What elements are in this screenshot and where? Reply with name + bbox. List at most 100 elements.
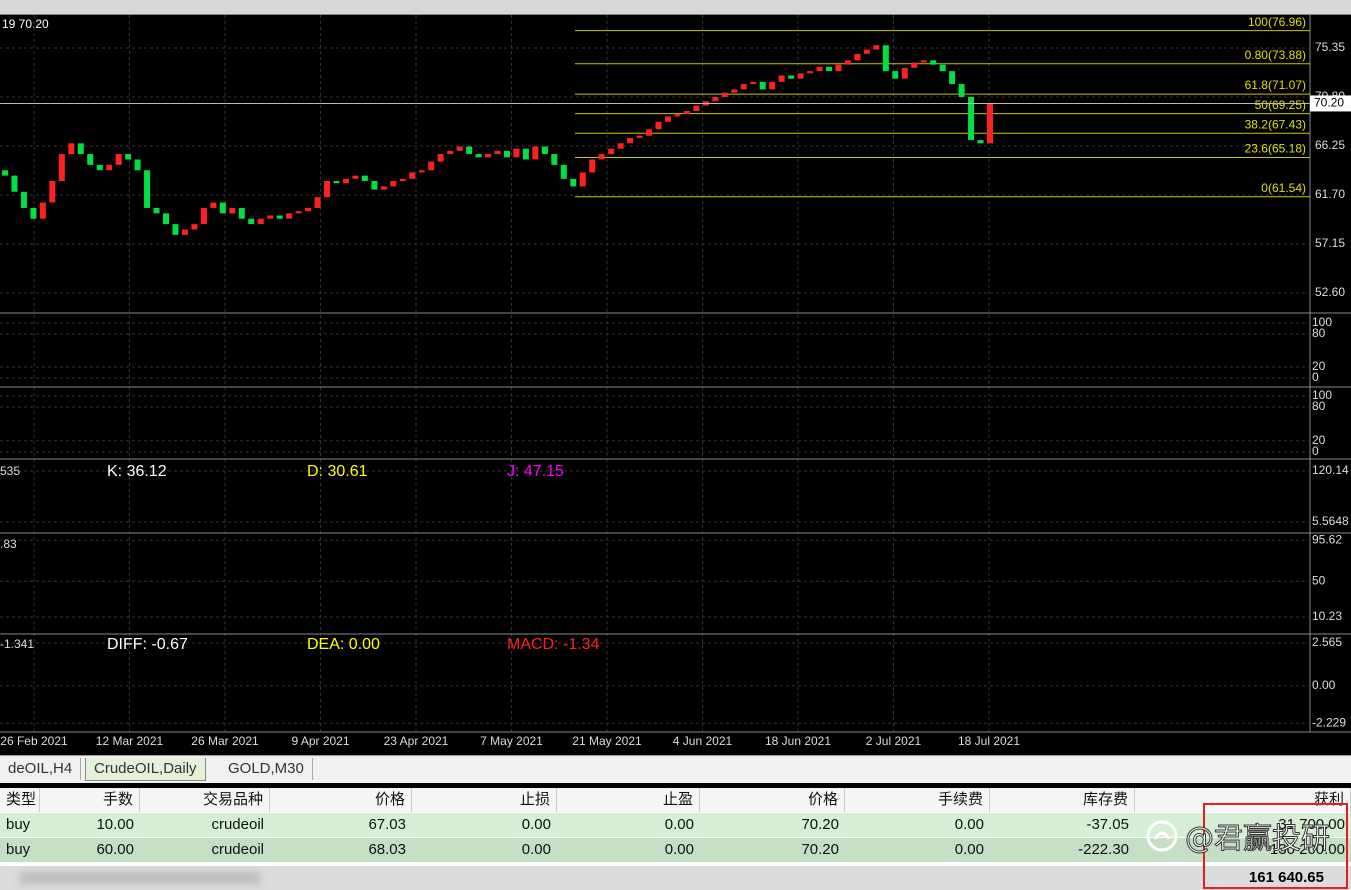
watermark-logo <box>1146 820 1178 852</box>
table-row[interactable]: buy 60.00 crudeoil 68.03 0.00 0.00 70.20 0.00 -2… <box>0 838 1351 862</box>
x-tick-label: 23 Apr 2021 <box>384 734 449 748</box>
candle <box>181 229 188 235</box>
candle <box>949 71 956 85</box>
candle <box>125 154 132 160</box>
candle <box>683 110 690 115</box>
candle <box>920 60 927 63</box>
candle <box>778 75 785 82</box>
candle <box>276 215 283 219</box>
candle <box>485 154 492 158</box>
candle <box>314 197 321 208</box>
candle <box>958 84 965 97</box>
table-cell: 0.00 <box>664 816 694 833</box>
candle <box>636 135 643 138</box>
balance-row: 161 640.65 <box>0 866 1351 890</box>
candle <box>911 62 918 68</box>
candle <box>825 66 832 72</box>
candle <box>238 207 245 219</box>
candle <box>968 96 975 141</box>
candle <box>20 191 27 208</box>
y-tick-label: 75.35 <box>1315 40 1345 54</box>
candle <box>248 218 255 225</box>
chart-tab[interactable]: CrudeOIL,Daily <box>85 758 206 781</box>
candle <box>447 150 454 155</box>
table-header: 类型 手数 交易品种 价格 止损 止盈 价格 手续费 库存费 获利 <box>0 788 1351 812</box>
candle <box>854 53 861 61</box>
y-tick-label: 10.23 <box>1312 609 1342 623</box>
x-tick-label: 2 Jul 2021 <box>866 734 922 748</box>
candle <box>200 207 207 225</box>
y-tick-label: 66.25 <box>1315 138 1345 152</box>
candle <box>58 154 65 182</box>
table-cell: 手续费 <box>845 788 990 812</box>
table-cell: 价格 <box>270 788 412 812</box>
candle <box>892 71 899 79</box>
chart-tab[interactable]: deOIL,H4 <box>0 758 82 780</box>
candle <box>873 45 880 50</box>
table-cell: buy <box>6 816 31 833</box>
candle <box>134 159 141 171</box>
blurred-text <box>20 872 260 884</box>
candle <box>229 207 236 214</box>
candle <box>674 114 681 117</box>
candle <box>977 140 984 144</box>
corner-text: 19 70.20 <box>2 17 49 31</box>
y-tick-label: -2.229 <box>1312 715 1346 729</box>
fib-label: 0.80(73.88) <box>1245 48 1306 62</box>
candle <box>532 146 539 160</box>
candle <box>788 75 795 79</box>
price-tag: 70.20 <box>1314 96 1344 110</box>
candle <box>11 175 18 192</box>
chart: 19 70.20 75.3570.8066.2561.7057.1552.602… <box>0 14 1351 749</box>
candle <box>2 170 8 176</box>
x-tick-label: 9 Apr 2021 <box>291 734 349 748</box>
candle <box>437 154 444 162</box>
candle <box>361 175 368 182</box>
candle <box>693 105 700 111</box>
candle <box>409 172 416 179</box>
highlight-box <box>1203 803 1348 889</box>
table-row[interactable]: buy 10.00 crudeoil 67.03 0.00 0.00 70.20 0.00 -3… <box>0 813 1351 837</box>
tab-bar: deOIL,H4 CrudeOIL,Daily GOLD,M30 <box>0 755 1351 783</box>
x-tick-label: 18 Jun 2021 <box>765 734 831 748</box>
table-cell: 70.20 <box>801 841 839 858</box>
candle <box>257 218 264 225</box>
candle <box>219 202 226 214</box>
y-tick-label: 50 <box>1312 573 1326 587</box>
fib-label: 61.8(71.07) <box>1245 78 1306 92</box>
candle <box>96 164 103 171</box>
candle <box>608 148 615 155</box>
y-tick-label: 80 <box>1312 399 1326 413</box>
candle <box>560 164 567 179</box>
y-tick-label: 100 <box>1312 315 1332 329</box>
candle <box>646 129 653 136</box>
chart-tab[interactable]: GOLD,M30 <box>220 758 313 780</box>
y-tick-label: 57.15 <box>1315 236 1345 250</box>
candle <box>598 154 605 160</box>
candle <box>835 64 842 72</box>
table-cell: 67.03 <box>368 816 406 833</box>
x-tick-label: 12 Mar 2021 <box>96 734 164 748</box>
candle <box>759 81 766 90</box>
x-tick-label: 7 May 2021 <box>480 734 543 748</box>
candle <box>342 178 349 184</box>
toolbar <box>0 0 1351 15</box>
candle <box>987 103 993 144</box>
y-tick-label: 80 <box>1312 326 1326 340</box>
y-tick-label: 120.14 <box>1312 463 1349 477</box>
fib-label: 0(61.54) <box>1261 181 1306 195</box>
x-tick-label: 18 Jul 2021 <box>958 734 1020 748</box>
table-cell: 0.00 <box>954 841 984 858</box>
y-tick-label: 20 <box>1312 433 1326 447</box>
candle <box>882 45 889 72</box>
candle <box>163 213 170 225</box>
y-tick-label: 0 <box>1312 444 1319 458</box>
candle <box>390 181 397 187</box>
y-tick-label: 100 <box>1312 388 1332 402</box>
candle <box>106 164 113 171</box>
table-cell: 31 700.00 <box>1278 816 1345 833</box>
candle <box>522 148 529 160</box>
candle <box>797 73 804 79</box>
y-tick-label: 0.00 <box>1312 678 1336 692</box>
